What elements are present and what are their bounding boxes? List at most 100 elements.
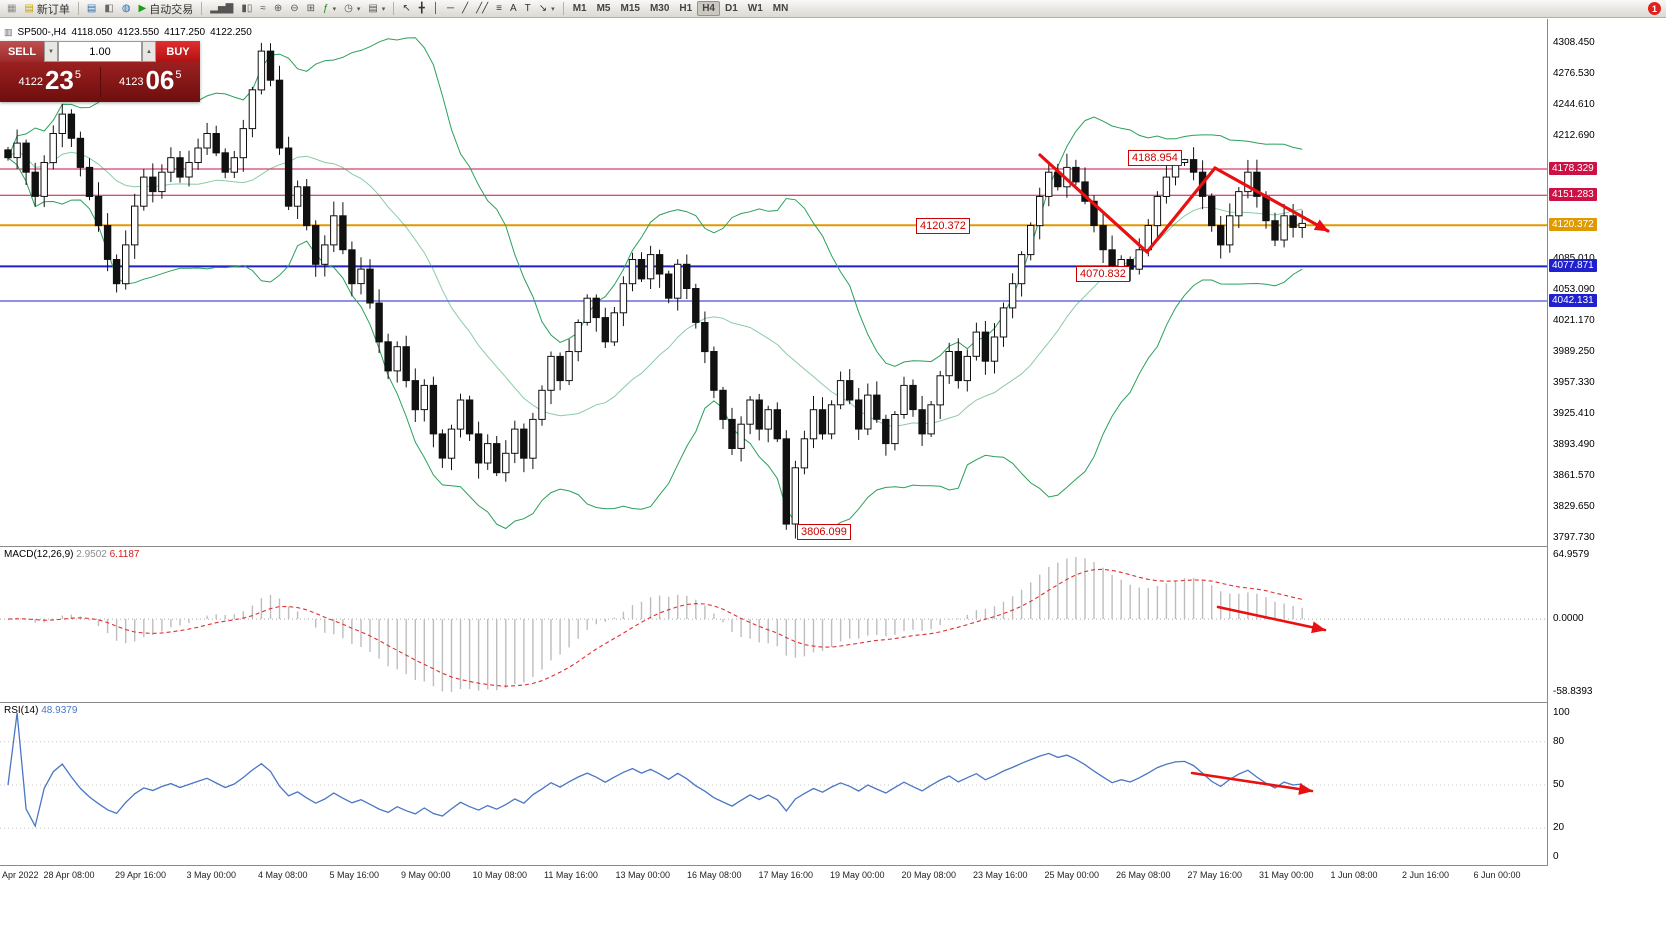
main-chart-panel[interactable]: ▥ SP500-,H4 4118.050 4123.550 4117.250 4…: [0, 19, 1547, 546]
timeframe-m1[interactable]: M1: [568, 1, 592, 16]
price-axis[interactable]: 4308.4504276.5304244.6104212.6904180.770…: [1547, 19, 1666, 866]
price-annotation[interactable]: 3806.099: [797, 524, 851, 540]
rsi-axis-label: 80: [1553, 736, 1565, 747]
data-window-button[interactable]: ◧: [100, 1, 117, 17]
price-annotation[interactable]: 4070.832: [1076, 266, 1130, 282]
ask-price[interactable]: 4123 06 5: [101, 67, 201, 95]
dropdown-caret-icon: ▾: [551, 5, 555, 13]
crosshair-button[interactable]: ╋: [415, 1, 429, 17]
rsi-line: [7, 712, 1303, 828]
templates-button[interactable]: ▤ ▾: [364, 1, 389, 17]
auto-trading-button[interactable]: ▶ 自动交易: [135, 1, 198, 17]
hline-price-tag: 4151.283: [1549, 188, 1597, 201]
macd-trend-arrow[interactable]: [1216, 605, 1327, 634]
ask-prefix: 4123: [118, 76, 144, 88]
price-annotation[interactable]: 4188.954: [1128, 150, 1182, 166]
trend-arrow[interactable]: [1038, 153, 1330, 254]
rsi-axis-label: 100: [1553, 707, 1570, 718]
notification-badge[interactable]: 1: [1648, 2, 1661, 15]
channel-button[interactable]: ╱╱: [472, 1, 492, 17]
periods-button[interactable]: ◷ ▾: [340, 1, 364, 17]
toolbar-separator: [77, 2, 79, 15]
bar-chart-button[interactable]: ▂▅▇: [206, 1, 237, 17]
timeframe-h4[interactable]: H4: [697, 1, 720, 16]
text-button[interactable]: A: [506, 1, 521, 17]
symbol-ohlc-header: ▥ SP500-,H4 4118.050 4123.550 4117.250 4…: [4, 27, 252, 38]
line-chart-button[interactable]: ≈: [256, 1, 270, 17]
label-button[interactable]: T: [521, 1, 535, 17]
cursor-button[interactable]: ↖: [398, 1, 414, 17]
price-axis-label: 4308.450: [1553, 37, 1595, 48]
lot-increase-button[interactable]: ▲: [142, 41, 156, 62]
navigator-button[interactable]: ◍: [118, 1, 135, 17]
rsi-trend-arrow[interactable]: [1190, 771, 1314, 796]
price-divider: [99, 67, 101, 97]
macd-header: MACD(12,26,9) 2.9502 6.1187: [4, 549, 139, 560]
buy-button[interactable]: BUY: [156, 41, 200, 62]
fibonacci-button[interactable]: ≡: [492, 1, 506, 17]
crosshair-icon: ╋: [418, 2, 425, 14]
price-annotation[interactable]: 4120.372: [916, 218, 970, 234]
macd-panel[interactable]: MACD(12,26,9) 2.9502 6.1187: [0, 547, 1547, 702]
timeframe-mn[interactable]: MN: [768, 1, 794, 16]
time-axis-label: 13 May 00:00: [615, 870, 671, 880]
rsi-axis-label: 50: [1553, 779, 1565, 790]
market-watch-button[interactable]: ▤: [83, 1, 100, 17]
time-axis-label: 17 May 16:00: [758, 870, 814, 880]
bar-chart-icon: ▂▅▇: [210, 2, 234, 14]
timeframe-m5[interactable]: M5: [592, 1, 616, 16]
hline-price-tag: 4077.871: [1549, 259, 1597, 272]
zoom-out-button[interactable]: ⊖: [286, 1, 302, 17]
new-order-button[interactable]: ▤ 新订单: [20, 1, 73, 17]
ohlc-open: 4118.050: [71, 27, 113, 38]
rsi-canvas[interactable]: [0, 703, 1547, 865]
panel-separator[interactable]: [0, 702, 1666, 703]
trendline-button[interactable]: ╱: [458, 1, 472, 17]
candle-chart-button[interactable]: ▮▯: [237, 1, 256, 17]
timeframe-m30[interactable]: M30: [645, 1, 674, 16]
macd-signal-line: [7, 568, 1303, 687]
dropdown-caret-icon: ▾: [356, 5, 361, 13]
lot-size-input[interactable]: [58, 41, 142, 62]
indicators-button[interactable]: ƒ ▾: [319, 1, 340, 17]
macd-canvas[interactable]: [0, 547, 1547, 702]
macd-main-value: 2.9502: [76, 549, 107, 560]
zoom-out-icon: ⊖: [290, 2, 299, 14]
sell-button[interactable]: SELL: [0, 41, 44, 62]
rsi-header: RSI(14) 48.9379: [4, 705, 77, 716]
new-order-button-label: 新订单: [36, 3, 70, 16]
macd-signal-value: 6.1187: [109, 549, 140, 560]
vertical-line-button[interactable]: │: [429, 1, 443, 17]
horizontal-line-button[interactable]: ─: [443, 1, 458, 17]
timeframe-h1[interactable]: H1: [674, 1, 697, 16]
new-chart-button[interactable]: ▦: [3, 1, 20, 17]
panel-separator[interactable]: [0, 546, 1666, 547]
main-toolbar: ▦ ▤ 新订单 ▤ ◧ ◍ ▶ 自动交易 ▂▅▇ ▮▯ ≈ ⊕ ⊖ ⊞ ƒ ▾ ◷ ▾ ▤ ▾ ↖ ╋ │ ─ ╱ ╱╱ ≡ A T ↘ ▾…: [0, 0, 1666, 18]
lot-decrease-button[interactable]: ▼: [44, 41, 58, 62]
indicators-icon: ƒ: [323, 2, 329, 14]
time-axis-label: 28 Apr 08:00: [43, 870, 95, 880]
macd-axis-label: 64.9579: [1553, 549, 1590, 560]
tile-windows-button[interactable]: ⊞: [303, 1, 319, 17]
zoom-in-button[interactable]: ⊕: [270, 1, 286, 17]
time-axis[interactable]: Apr 2022 28 Apr 08:00 29 Apr 16:00 3 May 00…: [0, 866, 1666, 892]
channel-icon: ╱╱: [476, 2, 489, 14]
label-icon: T: [524, 2, 531, 14]
new-order-icon: ▤: [24, 2, 34, 14]
bid-ask-display[interactable]: 4122 23 5 4123 06 5: [0, 62, 200, 102]
timeframe-w1[interactable]: W1: [743, 1, 768, 16]
rsi-panel[interactable]: RSI(14) 48.9379: [0, 703, 1547, 865]
main-chart-canvas[interactable]: [0, 19, 1547, 546]
time-axis-label: 16 May 08:00: [687, 870, 742, 880]
bid-price[interactable]: 4122 23 5: [0, 67, 100, 95]
timeframe-d1[interactable]: D1: [720, 1, 743, 16]
candlestick-series: [4, 42, 1306, 539]
time-axis-label: 25 May 00:00: [1044, 870, 1100, 880]
price-axis-label: 3925.410: [1553, 408, 1595, 419]
bollinger-bands[interactable]: [7, 37, 1303, 534]
timeframe-m15[interactable]: M15: [616, 1, 645, 16]
time-axis-label: 29 Apr 16:00: [115, 870, 167, 880]
arrows-button[interactable]: ↘ ▾: [535, 1, 559, 17]
price-axis-label: 3989.250: [1553, 346, 1595, 357]
